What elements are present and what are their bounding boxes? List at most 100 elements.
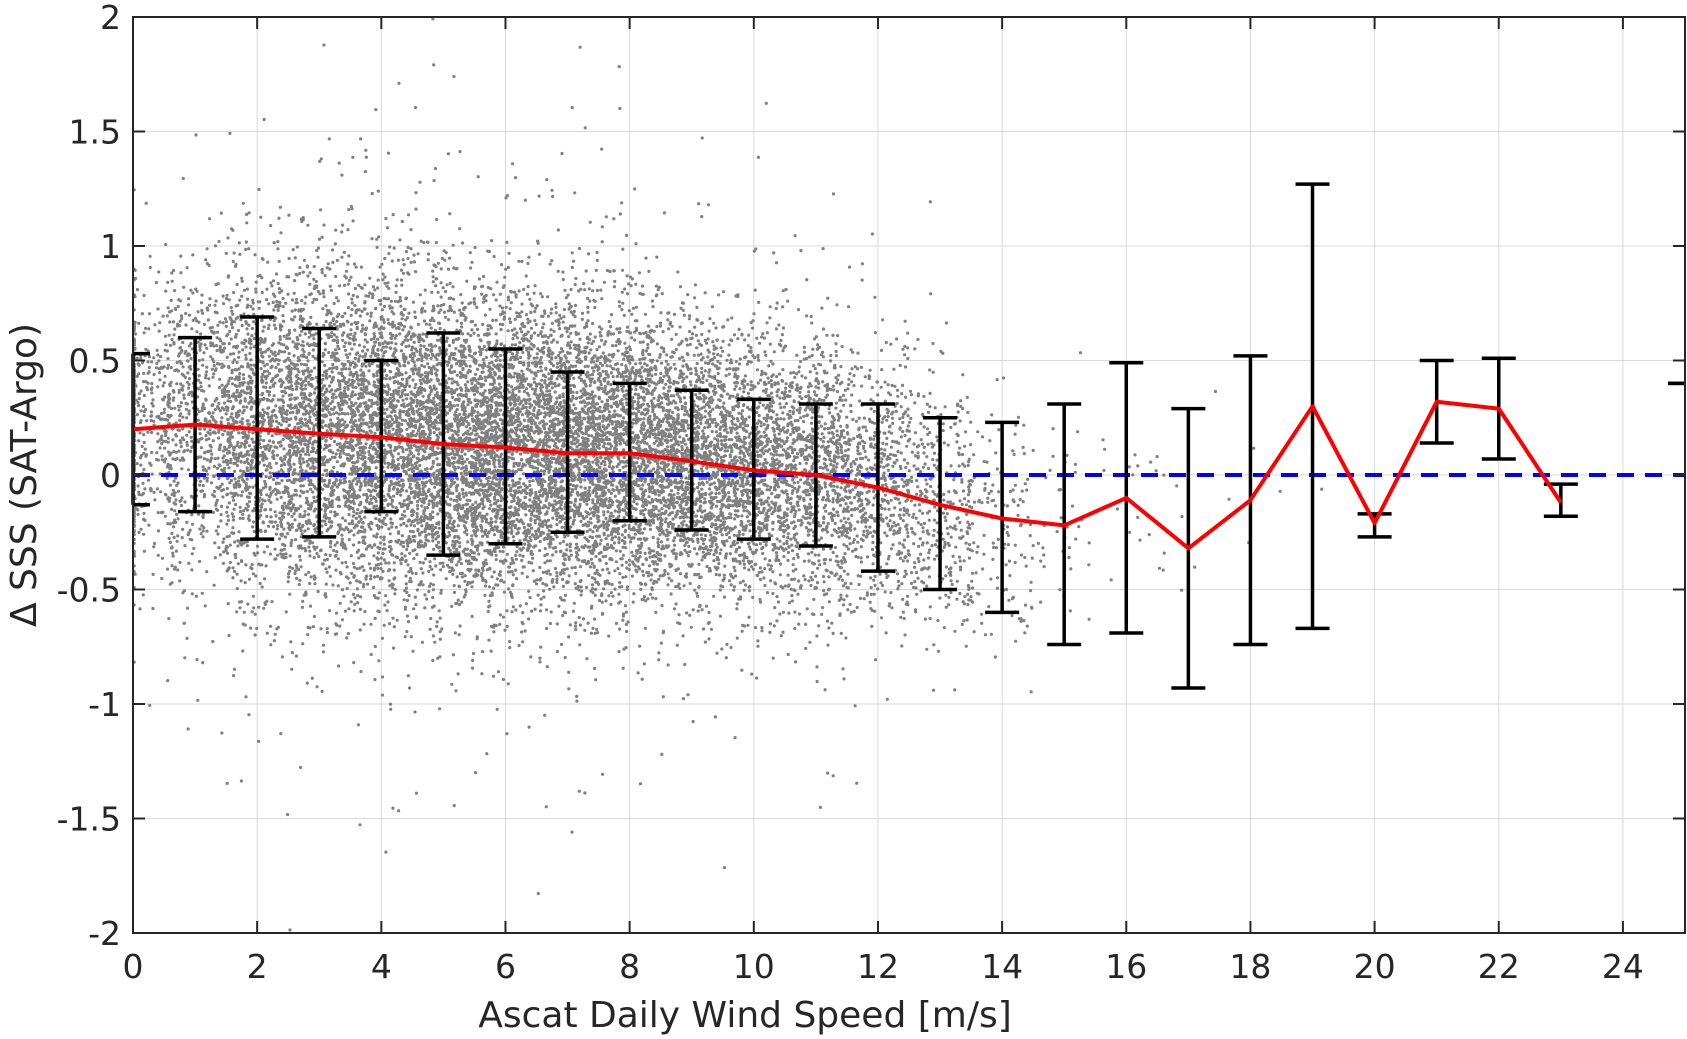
scatter-point bbox=[354, 385, 358, 390]
scatter-point bbox=[275, 453, 280, 457]
scatter-point bbox=[277, 369, 282, 373]
scatter-point bbox=[351, 592, 356, 597]
scatter-point bbox=[385, 407, 389, 411]
scatter-point bbox=[275, 481, 279, 485]
scatter-point bbox=[361, 371, 365, 375]
scatter-point bbox=[322, 295, 326, 299]
scatter-point bbox=[245, 391, 249, 395]
scatter-point bbox=[342, 489, 347, 493]
scatter-point bbox=[219, 422, 223, 426]
scatter-point bbox=[234, 556, 238, 560]
scatter-point bbox=[245, 419, 249, 423]
scatter-point bbox=[338, 445, 342, 449]
scatter-point bbox=[289, 368, 293, 372]
scatter-point bbox=[327, 336, 331, 340]
scatter-point bbox=[150, 391, 154, 395]
scatter-point bbox=[224, 412, 228, 416]
scatter-point bbox=[382, 470, 386, 474]
scatter-point bbox=[194, 133, 198, 137]
scatter-point bbox=[382, 516, 387, 520]
scatter-point bbox=[351, 454, 355, 458]
scatter-point bbox=[177, 298, 181, 302]
scatter-point bbox=[156, 353, 160, 357]
scatter-point bbox=[149, 410, 153, 414]
scatter-point bbox=[229, 457, 233, 462]
scatter-point bbox=[401, 466, 405, 470]
scatter-point bbox=[257, 605, 261, 609]
scatter-point bbox=[386, 342, 390, 346]
scatter-point bbox=[397, 433, 401, 438]
scatter-point bbox=[365, 422, 369, 426]
scatter-point bbox=[390, 310, 394, 314]
scatter-point bbox=[227, 566, 231, 570]
scatter-point bbox=[302, 258, 306, 262]
scatter-point bbox=[217, 428, 221, 432]
scatter-point bbox=[210, 367, 214, 371]
scatter-point bbox=[352, 335, 356, 339]
scatter-point bbox=[221, 456, 225, 460]
scatter-point bbox=[335, 485, 339, 489]
scatter-point bbox=[315, 298, 319, 302]
scatter-point bbox=[378, 577, 383, 581]
scatter-point bbox=[346, 228, 350, 232]
scatter-point bbox=[402, 469, 406, 473]
scatter-point bbox=[375, 532, 379, 536]
scatter-point bbox=[382, 558, 386, 562]
scatter-point bbox=[364, 378, 368, 382]
scatter-point bbox=[403, 554, 407, 558]
scatter-point bbox=[353, 469, 357, 473]
scatter-point bbox=[300, 299, 304, 303]
scatter-point bbox=[135, 374, 139, 378]
scatter-point bbox=[239, 444, 243, 448]
scatter-point bbox=[349, 500, 353, 504]
scatter-point bbox=[171, 320, 176, 324]
scatter-point bbox=[376, 563, 380, 567]
scatter-point bbox=[201, 484, 205, 488]
scatter-point bbox=[349, 322, 354, 326]
scatter-point bbox=[236, 328, 240, 333]
scatter-point bbox=[133, 332, 138, 336]
scatter-point bbox=[391, 487, 396, 491]
scatter-point bbox=[268, 552, 273, 556]
scatter-point bbox=[230, 309, 234, 313]
scatter-point bbox=[364, 476, 368, 480]
scatter-point bbox=[190, 592, 194, 596]
scatter-point bbox=[226, 518, 230, 522]
scatter-point bbox=[246, 362, 250, 366]
scatter-point bbox=[329, 354, 333, 358]
scatter-point bbox=[276, 240, 280, 244]
scatter-point bbox=[273, 354, 277, 358]
scatter-point bbox=[273, 510, 277, 514]
scatter-point bbox=[232, 320, 237, 324]
scatter-point bbox=[320, 378, 324, 382]
scatter-point bbox=[302, 350, 306, 354]
scatter-point bbox=[374, 596, 378, 600]
scatter-point bbox=[356, 456, 360, 460]
scatter-point bbox=[168, 522, 172, 526]
scatter-point bbox=[399, 523, 403, 527]
scatter-point bbox=[205, 247, 209, 251]
scatter-point bbox=[336, 495, 341, 500]
scatter-point bbox=[355, 374, 359, 378]
scatter-point bbox=[197, 374, 201, 378]
scatter-point bbox=[269, 475, 273, 479]
scatter-point bbox=[345, 319, 349, 323]
scatter-point bbox=[347, 278, 351, 282]
scatter-point bbox=[160, 576, 164, 581]
scatter-point bbox=[293, 328, 297, 332]
scatter-point bbox=[278, 337, 282, 342]
scatter-point bbox=[331, 396, 335, 400]
scatter-point bbox=[324, 424, 328, 428]
scatter-point bbox=[324, 522, 328, 527]
scatter-point bbox=[399, 304, 403, 308]
scatter-point bbox=[343, 462, 347, 466]
scatter-point bbox=[318, 292, 322, 296]
scatter-point bbox=[337, 161, 341, 165]
scatter-point bbox=[294, 363, 298, 367]
scatter-point bbox=[365, 430, 369, 435]
scatter-point bbox=[365, 387, 369, 391]
scatter-point bbox=[404, 338, 408, 342]
scatter-point bbox=[284, 610, 288, 614]
scatter-point bbox=[202, 526, 206, 530]
scatter-point bbox=[232, 392, 236, 396]
